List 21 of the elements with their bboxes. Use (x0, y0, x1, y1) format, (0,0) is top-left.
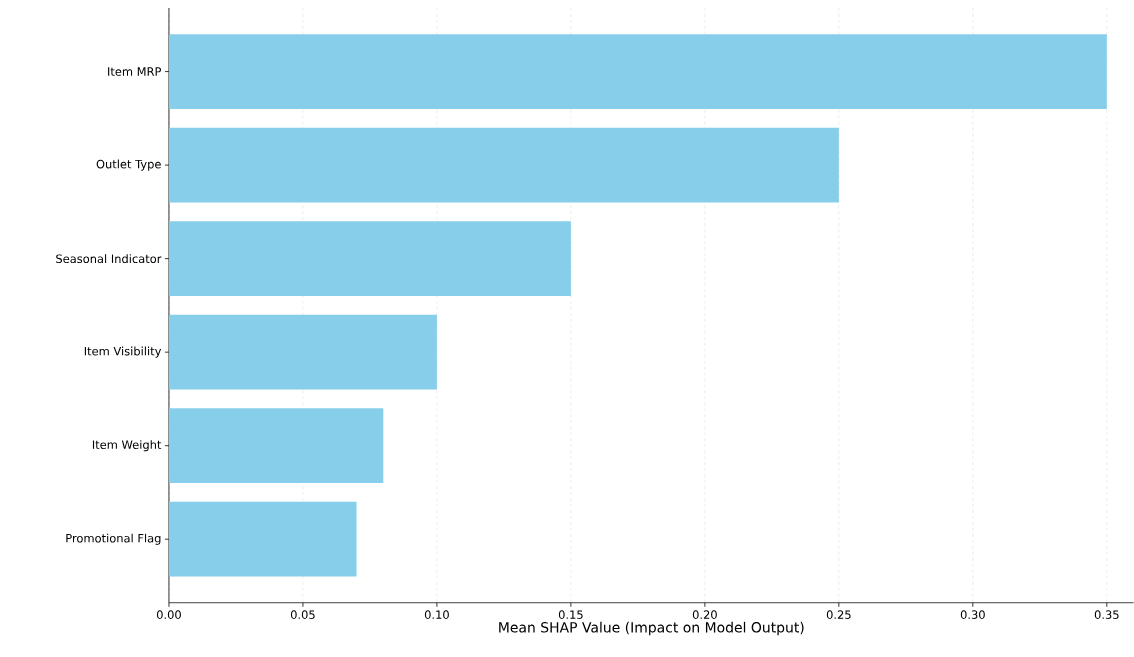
x-tick-label: 0.00 (156, 610, 181, 620)
y-tick-label: Promotional Flag (66, 533, 161, 545)
y-tick-label: Item Weight (92, 440, 162, 452)
x-tick-label: 0.30 (960, 610, 985, 620)
x-tick-label: 0.05 (290, 610, 315, 620)
bar (168, 408, 384, 484)
x-tick-label: 0.10 (424, 610, 449, 620)
bar (168, 127, 839, 203)
x-tick-label: 0.15 (558, 610, 583, 620)
bar (168, 314, 437, 390)
y-tick-label: Item Visibility (84, 346, 162, 358)
x-tick-label: 0.20 (692, 610, 717, 620)
bar (168, 501, 357, 577)
x-tick-label: 0.25 (826, 610, 851, 620)
y-tick-label: Seasonal Indicator (56, 254, 162, 264)
x-axis-title: Mean SHAP Value (Impact on Model Output) (499, 621, 804, 636)
bar (168, 221, 571, 297)
y-tick-label: Outlet Type (96, 159, 161, 171)
x-tick-label: 0.35 (1094, 610, 1119, 620)
bar (168, 34, 1107, 110)
y-tick-label: Item MRP (108, 67, 162, 76)
